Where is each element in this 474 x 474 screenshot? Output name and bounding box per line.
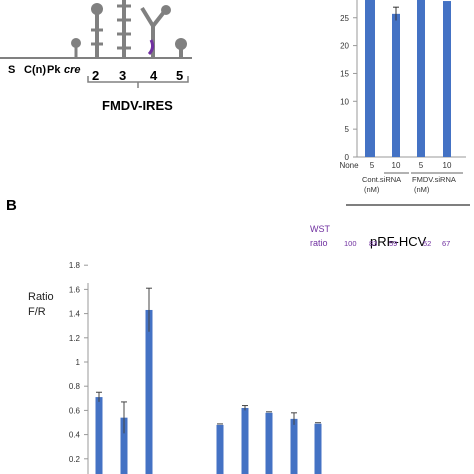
bar: [367, 0, 375, 157]
domain-label-pk: Pk: [47, 64, 61, 76]
stem-loop-4-head: [161, 5, 171, 15]
y-tick-label: 1.2: [69, 334, 81, 343]
category-label: None: [339, 161, 359, 170]
bar: [443, 1, 451, 158]
category-label: 10: [392, 161, 401, 170]
wst-ratio-label: ratio: [310, 238, 328, 248]
group-label: Cont.siRNA: [362, 175, 401, 184]
wst-value: 67: [442, 239, 450, 248]
ires-diagram: [0, 0, 192, 88]
wst-value: 52: [423, 239, 431, 248]
y-axis-label: F/R: [28, 306, 46, 318]
prf-title: pRF-HCV: [370, 234, 427, 249]
y-tick-label: 25: [340, 14, 349, 23]
bar: [120, 417, 128, 474]
stem-loop-4-arm: [151, 10, 166, 28]
wst-label: WST: [310, 224, 330, 234]
y-tick-label: 1.8: [69, 261, 81, 270]
y-tick-label: 1.6: [69, 285, 81, 294]
stem-loop-2-head: [91, 3, 103, 15]
ires-brace: [87, 76, 189, 83]
y-tick-label: 0: [345, 153, 350, 162]
y-tick-label: 15: [340, 69, 349, 78]
bar: [417, 0, 425, 157]
y-tick-label: 1: [76, 358, 81, 367]
wst-value: 83: [369, 239, 377, 248]
group-label: (nM): [414, 185, 430, 194]
bar: [314, 423, 322, 474]
domain-label-cre: cre: [64, 64, 81, 76]
y-tick-label: 0.2: [69, 455, 81, 464]
group-label: (nM): [364, 185, 380, 194]
y-tick-label: 20: [340, 42, 349, 51]
bar: [216, 424, 224, 474]
stem-loop-number-4: 4: [150, 68, 158, 83]
chart-b: 0.2 0.4 0.6 0.8 1 1.2 1.4 1.6 1.8 Ratio F/R: [28, 261, 322, 474]
bar: [95, 397, 103, 474]
bar: [145, 309, 153, 474]
bar: [265, 412, 273, 474]
ires-label: FMDV-IRES: [102, 98, 173, 113]
stem-loop-number-3: 3: [119, 68, 126, 83]
category-label: 10: [443, 161, 452, 170]
category-label: 5: [370, 161, 375, 170]
wst-value: 100: [344, 239, 357, 248]
panel-b-label: B: [6, 197, 17, 214]
bar: [392, 13, 400, 158]
group-label: FMDV.siRNA: [412, 175, 456, 184]
diagram-labels: S C(n) Pk cre 2 3 4 5 FMDV-IRES: [8, 64, 183, 113]
y-tick-label: 1.4: [69, 310, 81, 319]
y-axis-label: Ratio: [28, 291, 54, 303]
bar: [290, 418, 298, 474]
stem-loop-1-head: [71, 38, 81, 48]
y-tick-label: 0.6: [69, 406, 81, 415]
sirna-target-mark: [147, 39, 155, 56]
stem-loop-number-5: 5: [176, 68, 183, 83]
y-tick-label: 5: [345, 125, 350, 134]
stem-loop-5-head: [175, 38, 187, 50]
y-tick-label: 0.8: [69, 382, 81, 391]
domain-label-cn: C(n): [24, 64, 46, 76]
domain-label-s: S: [8, 64, 15, 76]
stem-loop-number-2: 2: [92, 68, 99, 83]
wst-value: 59: [389, 239, 397, 248]
y-tick-label: 10: [340, 97, 349, 106]
y-tick-label: 0.4: [69, 431, 81, 440]
category-label: 5: [419, 161, 424, 170]
stem-loop-4-arm: [140, 6, 155, 28]
bar: [241, 407, 249, 474]
